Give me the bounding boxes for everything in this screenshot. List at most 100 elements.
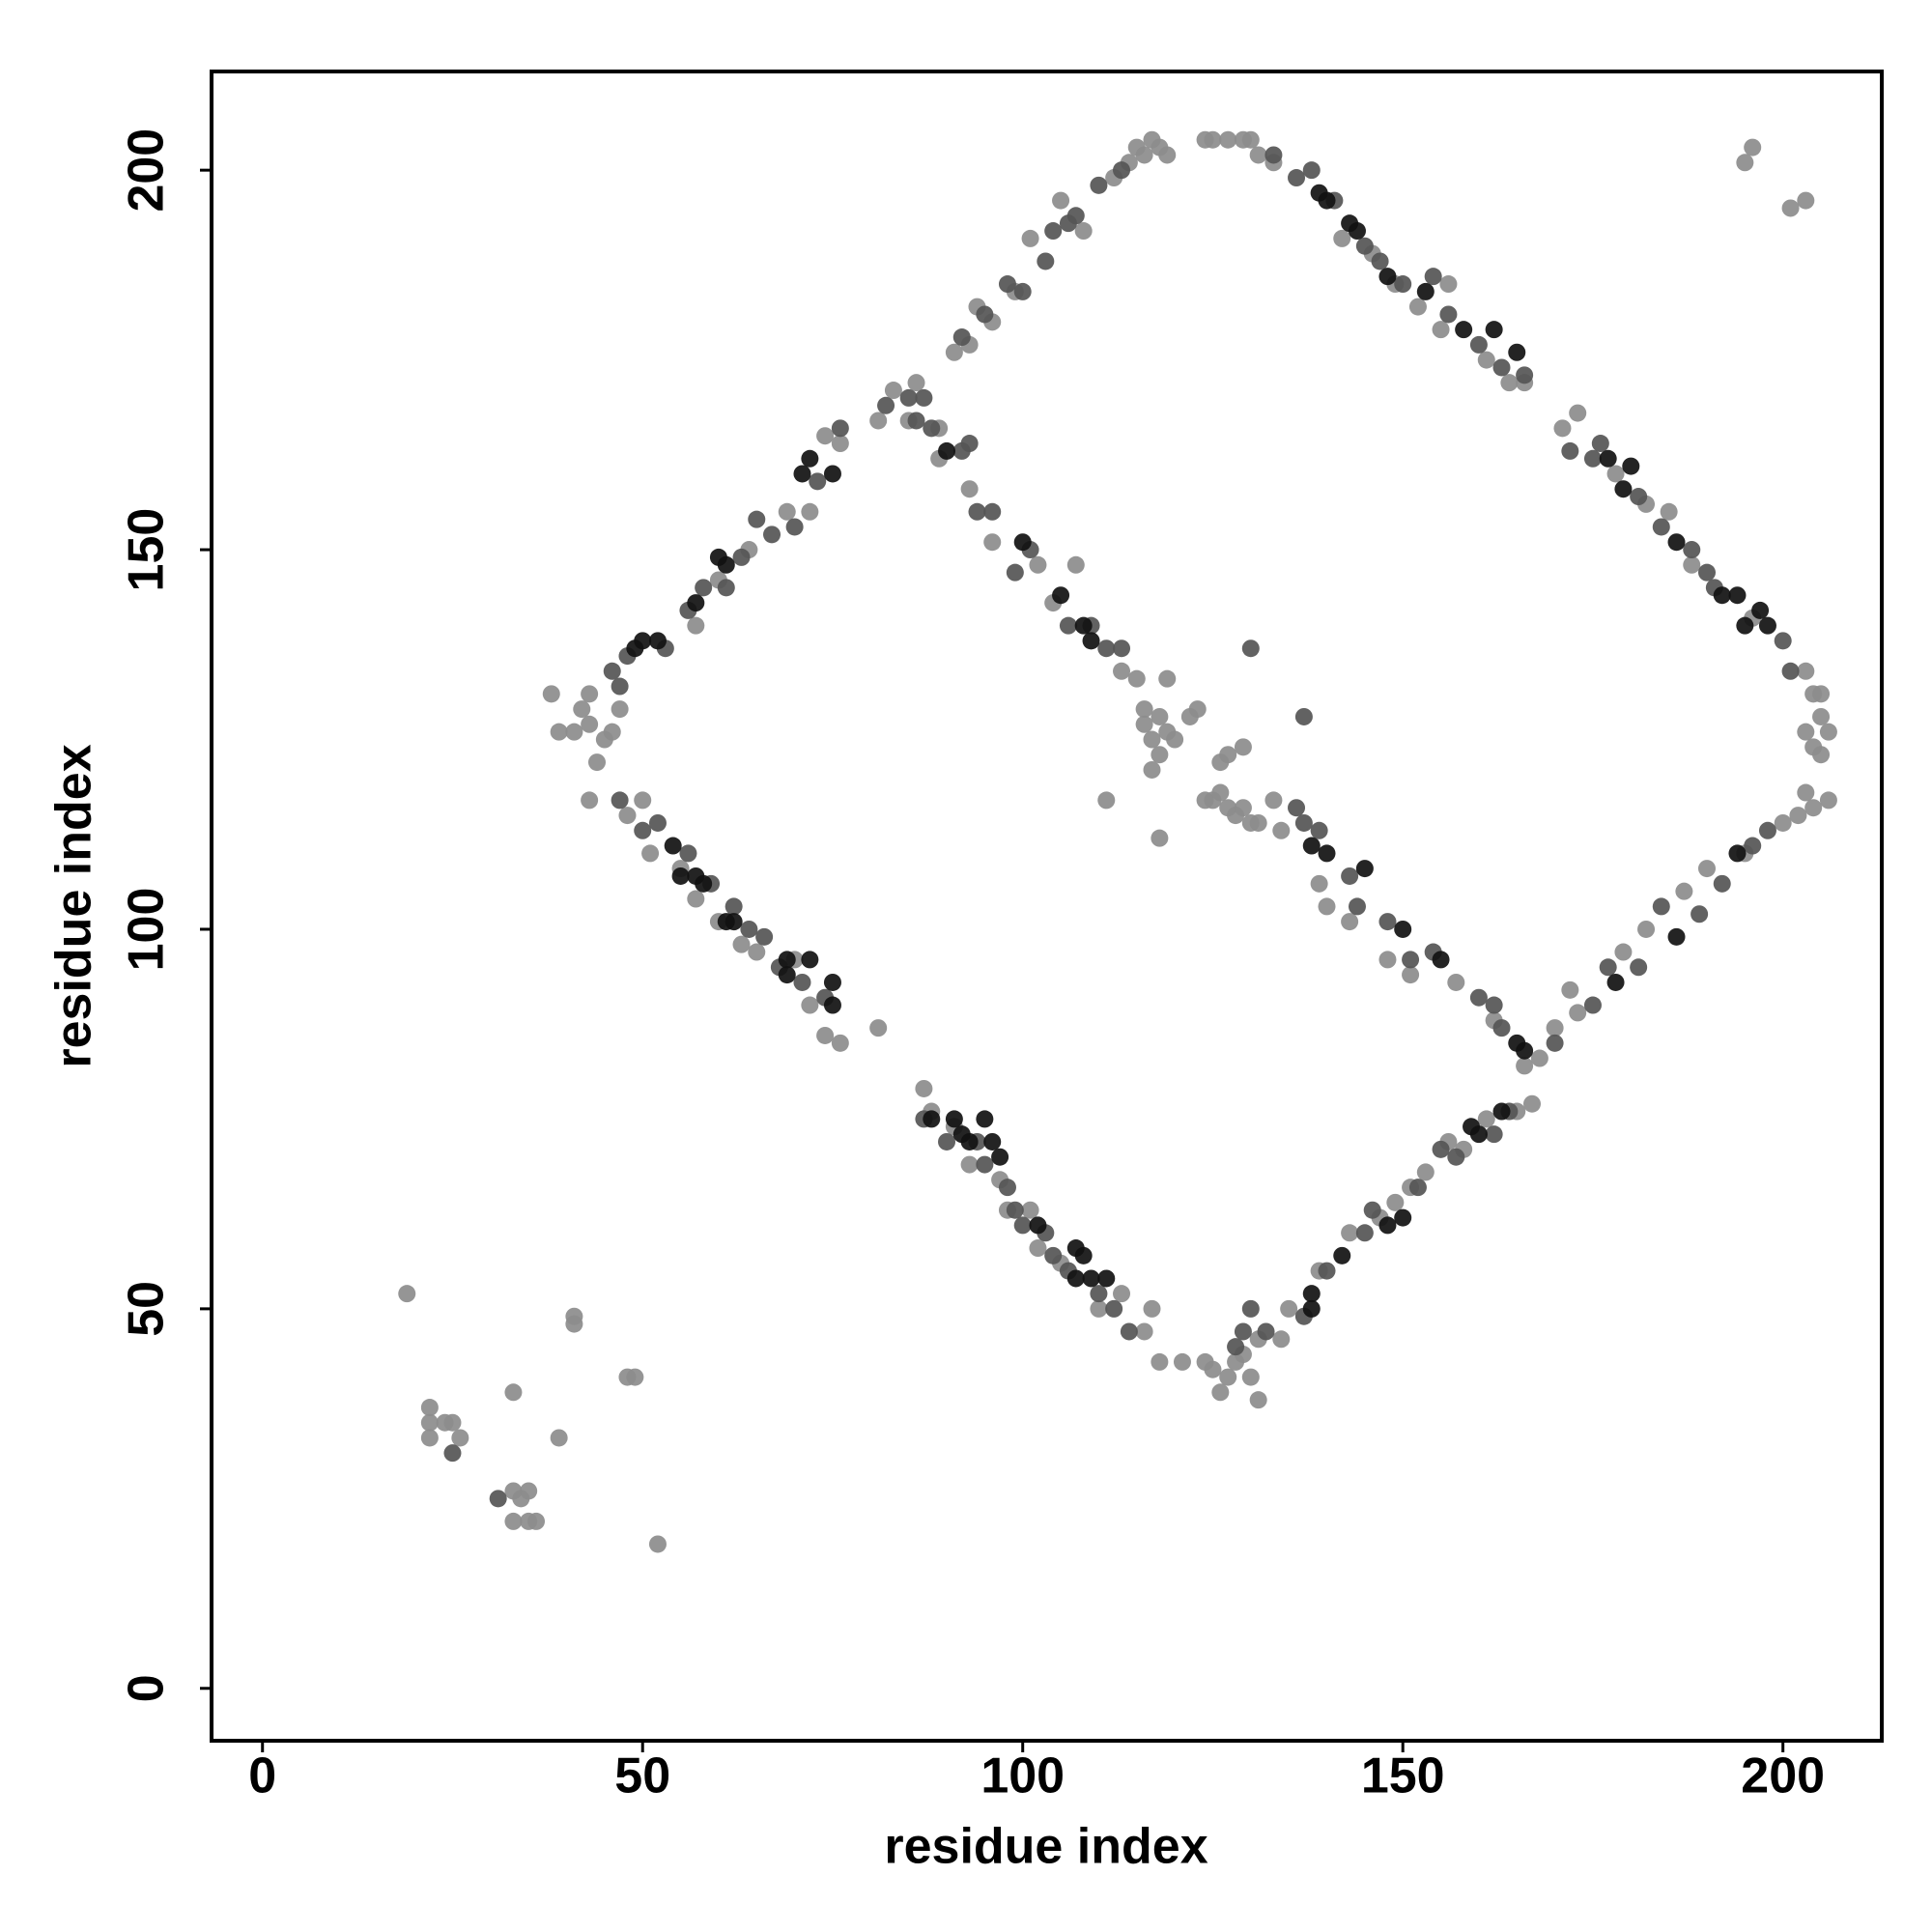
point	[1113, 1285, 1131, 1303]
point	[1105, 1299, 1123, 1318]
point	[1219, 746, 1237, 764]
point	[648, 1535, 667, 1553]
point	[1652, 518, 1670, 536]
point	[1819, 723, 1837, 741]
point	[1113, 662, 1131, 680]
point	[998, 275, 1016, 294]
point	[1090, 176, 1108, 194]
point	[1052, 191, 1070, 210]
point	[1234, 1322, 1252, 1341]
point	[1074, 222, 1093, 241]
point	[626, 1368, 644, 1386]
point	[1561, 980, 1579, 999]
point	[1675, 882, 1693, 900]
point	[732, 935, 751, 953]
plot-frame	[210, 70, 1884, 1743]
point	[1021, 1201, 1039, 1219]
point	[1135, 146, 1153, 164]
point	[1021, 229, 1039, 247]
point	[1006, 1201, 1024, 1219]
point	[1318, 844, 1336, 863]
point	[1310, 821, 1328, 839]
point	[976, 305, 994, 324]
point	[1355, 237, 1374, 255]
point	[1363, 1201, 1381, 1219]
point	[991, 1148, 1009, 1166]
point	[1402, 951, 1420, 969]
point	[1416, 282, 1435, 300]
point	[1006, 563, 1024, 582]
point	[823, 973, 841, 991]
point	[687, 890, 705, 908]
point	[976, 1110, 994, 1128]
point	[1029, 1239, 1047, 1258]
point	[1447, 973, 1465, 991]
point	[648, 813, 667, 832]
point	[1516, 366, 1534, 384]
point	[801, 449, 819, 468]
point	[1348, 222, 1366, 241]
point	[1485, 321, 1503, 339]
point	[1219, 130, 1237, 149]
point	[1744, 138, 1762, 156]
point	[983, 533, 1002, 552]
point	[1151, 1352, 1169, 1371]
point	[1667, 533, 1686, 552]
point	[550, 723, 568, 741]
point	[1158, 669, 1177, 688]
point	[1378, 951, 1397, 969]
point	[1249, 146, 1267, 164]
point	[504, 1512, 523, 1530]
point	[1683, 555, 1701, 574]
point	[1029, 1216, 1047, 1235]
point	[823, 465, 841, 483]
point	[877, 396, 895, 414]
y-tick-label: 200	[119, 128, 175, 213]
point	[1751, 601, 1770, 619]
point	[1143, 760, 1161, 779]
point	[1416, 1163, 1435, 1181]
x-tick-label: 200	[1741, 1748, 1825, 1804]
point	[1234, 799, 1252, 817]
point	[899, 388, 918, 407]
point	[1341, 867, 1359, 885]
point	[998, 1179, 1016, 1197]
point	[1630, 958, 1648, 977]
point	[1432, 321, 1450, 339]
point	[1402, 966, 1420, 984]
point	[1469, 988, 1488, 1007]
point	[1029, 555, 1047, 574]
point	[1272, 1330, 1291, 1349]
point	[724, 913, 743, 931]
point	[1371, 252, 1389, 270]
point	[1151, 707, 1169, 725]
point	[1652, 897, 1670, 916]
point	[1812, 746, 1831, 764]
point	[1683, 541, 1701, 559]
point	[1341, 1224, 1359, 1242]
point	[1394, 275, 1412, 294]
point	[1812, 707, 1831, 725]
point	[1135, 715, 1153, 733]
point	[1113, 639, 1131, 658]
point	[1789, 807, 1807, 825]
point	[398, 1285, 416, 1303]
point	[1408, 1179, 1427, 1197]
y-axis-title: residue index	[46, 744, 102, 1067]
point	[816, 427, 835, 445]
point	[1637, 920, 1656, 938]
point	[755, 927, 774, 946]
point	[1341, 913, 1359, 931]
point	[1294, 707, 1313, 725]
point	[869, 1019, 888, 1037]
point	[1736, 154, 1754, 172]
point	[1378, 268, 1397, 286]
point	[687, 594, 705, 612]
point	[420, 1429, 439, 1447]
point	[945, 343, 963, 361]
point	[1583, 996, 1602, 1014]
point	[1355, 1224, 1374, 1242]
point	[1280, 1299, 1298, 1318]
point	[1606, 973, 1625, 991]
